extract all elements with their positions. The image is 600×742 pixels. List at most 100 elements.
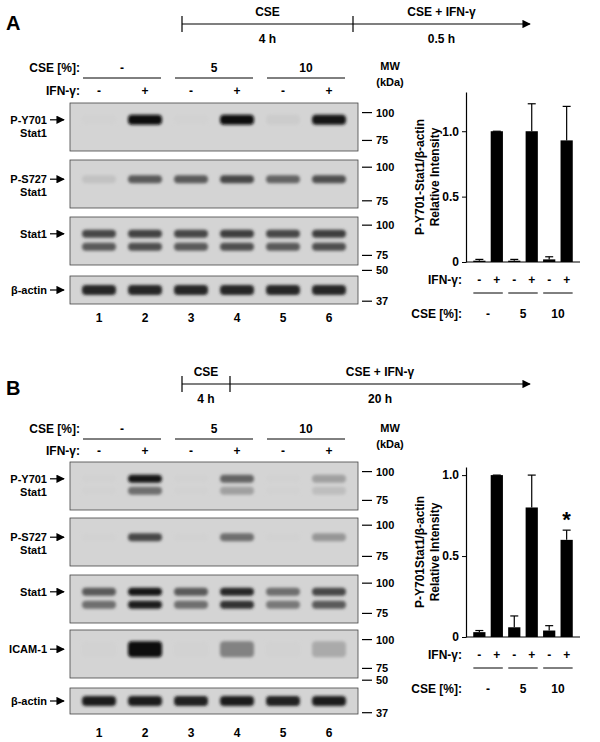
- mw-dash: [362, 471, 372, 472]
- mw-label: MW: [380, 422, 400, 434]
- cse-group: 5: [211, 422, 218, 436]
- band: [220, 115, 254, 125]
- timeline-line: [182, 383, 530, 384]
- error-bar: [510, 616, 518, 627]
- tick: 1.0: [442, 468, 466, 482]
- error-cap: [475, 259, 483, 260]
- blot: P-S727Stat110075: [10, 160, 394, 208]
- band: [128, 641, 162, 657]
- lane-number: 2: [142, 726, 149, 740]
- mw-marker: 75: [376, 662, 388, 674]
- error-bar: [493, 475, 501, 476]
- category-label: -: [477, 273, 481, 287]
- tick: 0: [452, 630, 466, 644]
- blot-label: P-S727: [10, 173, 47, 185]
- error-bar: [510, 259, 518, 260]
- error-cap: [510, 615, 518, 616]
- band: [82, 175, 116, 183]
- error-bar: [528, 475, 536, 507]
- band: [266, 641, 300, 657]
- row-label: CSE [%]:: [411, 682, 462, 696]
- lane-number: 4: [234, 311, 241, 325]
- category-label: +: [493, 648, 500, 662]
- band: [128, 588, 162, 596]
- timeline-label: CSE: [194, 365, 219, 379]
- mw-dash: [362, 680, 372, 681]
- band: [220, 230, 254, 238]
- tick: 0: [452, 255, 466, 269]
- y-axis: 00.51.0: [442, 468, 466, 645]
- mw-dash: [362, 613, 372, 614]
- blot: P-Y701Stat110075: [10, 462, 394, 510]
- mw-label: (kDa): [376, 76, 404, 88]
- timeline-label: CSE: [255, 5, 280, 19]
- group-line: [83, 439, 161, 440]
- mw-marker: 100: [376, 161, 394, 173]
- timeline-tick: [181, 16, 182, 32]
- band: [82, 696, 116, 706]
- category-label: -: [512, 273, 516, 287]
- ifn-sign: +: [233, 444, 240, 458]
- category-label: +: [563, 648, 570, 662]
- ifn-sign: +: [141, 444, 148, 458]
- mw-dash: [362, 500, 372, 501]
- mw-marker: 75: [376, 494, 388, 506]
- blot: Stat110075: [20, 217, 394, 265]
- mw-marker: 100: [376, 466, 394, 478]
- band: [266, 475, 300, 483]
- band: [266, 175, 300, 183]
- blot-background: [70, 160, 358, 208]
- band: [312, 475, 346, 483]
- blot-background: [70, 462, 358, 510]
- band: [174, 285, 208, 295]
- band: [312, 696, 346, 706]
- blot-background: [70, 688, 358, 714]
- mw-dash: [362, 225, 372, 226]
- tick-label: 0.5: [442, 190, 459, 204]
- tick-label: 1.0: [442, 125, 459, 139]
- lane-number: 6: [326, 726, 333, 740]
- group-line: [267, 78, 345, 79]
- bar: [473, 632, 485, 637]
- band: [266, 696, 300, 706]
- blot-arrow: [50, 649, 64, 650]
- band: [220, 601, 254, 609]
- lane-number: 4: [234, 726, 241, 740]
- blot-background: [70, 103, 358, 151]
- band: [220, 475, 254, 483]
- blot-label: β-actin: [11, 695, 47, 707]
- blot: P-S727Stat110075: [10, 518, 394, 566]
- band: [312, 115, 346, 125]
- y-axis-title: P-Y701-Stat1/β-actin: [413, 119, 427, 235]
- band: [266, 115, 300, 125]
- tick-label: 0: [452, 255, 459, 269]
- band: [312, 601, 346, 609]
- band: [128, 475, 162, 483]
- group-line: [175, 439, 253, 440]
- band: [174, 243, 208, 251]
- band: [82, 115, 116, 125]
- group-line: [473, 668, 502, 669]
- ifn-sign: -: [281, 444, 285, 458]
- band: [128, 285, 162, 295]
- mw-marker: 100: [376, 107, 394, 119]
- mw-marker: 100: [376, 634, 394, 646]
- bar: [491, 475, 503, 637]
- ifn-sign: +: [325, 444, 332, 458]
- y-axis-title: Relative Intensity: [428, 502, 442, 601]
- mw-dash: [362, 556, 372, 557]
- ifn-sign: -: [189, 84, 193, 98]
- mw-marker: 75: [376, 607, 388, 619]
- band: [220, 243, 254, 251]
- plot-area: [473, 104, 573, 262]
- band: [174, 601, 208, 609]
- blot-arrow: [50, 119, 64, 120]
- panel-label: A: [6, 12, 20, 34]
- band: [266, 601, 300, 609]
- category-label: -: [547, 273, 551, 287]
- band: [312, 243, 346, 251]
- band: [220, 588, 254, 596]
- band: [174, 230, 208, 238]
- error-cap: [493, 131, 501, 132]
- lane-number: 1: [96, 311, 103, 325]
